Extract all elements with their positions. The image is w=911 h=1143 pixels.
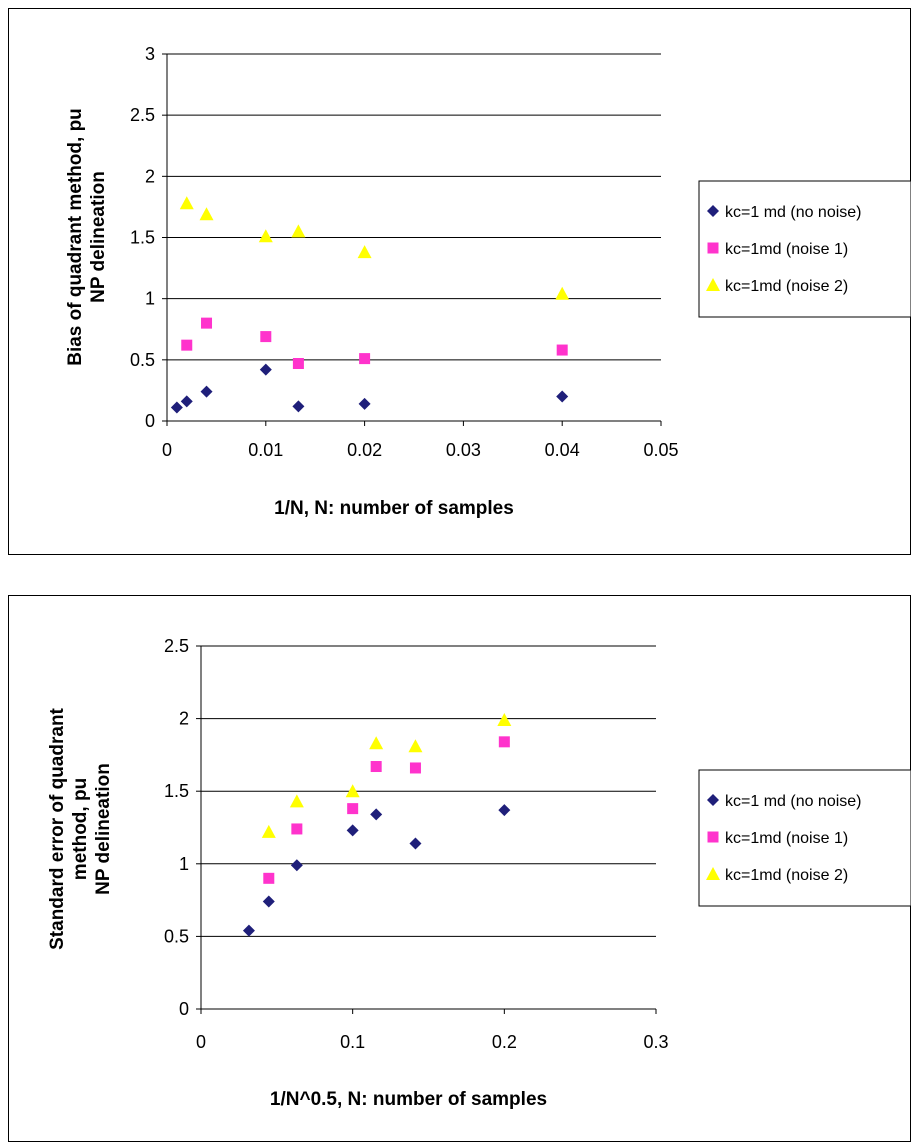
data-point-diamond	[346, 824, 359, 837]
data-point-diamond	[259, 363, 272, 376]
data-point-diamond	[409, 837, 422, 850]
data-point-triangle	[199, 207, 214, 221]
data-point-square	[181, 339, 193, 351]
legend-label: kc=1md (noise 1)	[725, 830, 848, 847]
legend-marker-square	[707, 242, 719, 254]
legend-marker-square	[707, 831, 719, 843]
data-point-diamond	[290, 859, 303, 872]
x-tick-label: 0.01	[248, 440, 283, 460]
standard-error-chart: 0 0.5 1 1.5 2 2.5 0 0.1 0.2 0.3 1/N^0.5, N: number…	[8, 595, 911, 1142]
x-tick-label: 0.04	[545, 440, 580, 460]
data-point-square	[292, 358, 304, 370]
x-axis-title: 1/N^0.5, N: number of samples	[270, 1089, 547, 1110]
x-tick-label: 0.05	[643, 440, 678, 460]
data-point-square	[359, 353, 371, 365]
y-tick-label: 1	[179, 854, 189, 874]
y-tick-label: 3	[145, 44, 155, 64]
legend-marker-diamond	[707, 205, 719, 217]
y-tick-label: 1.5	[130, 228, 155, 248]
y-tick-label: 0	[179, 999, 189, 1019]
y-axis-title: NP delineation	[88, 171, 109, 303]
data-point-diamond	[242, 924, 255, 937]
x-tick-label: 0.3	[643, 1032, 668, 1052]
y-tick-label: 2	[179, 709, 189, 729]
x-axis-title: 1/N, N: number of samples	[274, 498, 514, 519]
data-point-triangle	[408, 739, 423, 753]
x-tick-label: 0.03	[446, 440, 481, 460]
data-point-square	[201, 317, 213, 329]
legend-label: kc=1 md (no noise)	[725, 793, 862, 810]
y-tick-label: 0	[145, 411, 155, 431]
bias-chart: 0 0.5 1 1.5 2 2.5 3 0 0.01 0.02 0.03 0.04 0.05 1/N, N…	[8, 8, 911, 555]
data-point-diamond	[262, 895, 275, 908]
x-tick-label: 0.2	[492, 1032, 517, 1052]
y-axis-title: method, pu	[70, 778, 91, 880]
y-tick-label: 1.5	[164, 781, 189, 801]
data-point-triangle	[369, 736, 384, 750]
standard-error-chart-svg: 0 0.5 1 1.5 2 2.5 0 0.1 0.2 0.3 1/N^0.5, N: number…	[47, 636, 911, 1110]
legend-marker-triangle	[706, 278, 720, 291]
data-point-diamond	[556, 390, 569, 403]
data-point-square	[263, 872, 275, 884]
data-point-triangle	[289, 794, 304, 808]
data-point-diamond	[498, 804, 511, 817]
data-point-square	[556, 344, 568, 356]
legend-marker-diamond	[707, 794, 719, 806]
data-point-diamond	[180, 395, 193, 408]
legend-label: kc=1md (noise 1)	[725, 241, 848, 258]
legend-box	[698, 769, 911, 907]
y-axis-title: Standard error of quadrant	[47, 707, 68, 949]
legend-box	[698, 180, 911, 318]
y-axis-title: Bias of quadrant method, pu	[65, 108, 86, 366]
data-point-diamond	[358, 397, 371, 410]
y-tick-label: 2	[145, 166, 155, 186]
data-point-diamond	[200, 385, 213, 398]
data-point-triangle	[357, 245, 372, 259]
legend-label: kc=1 md (no noise)	[725, 204, 862, 221]
data-point-square	[370, 761, 382, 773]
y-tick-label: 0.5	[130, 350, 155, 370]
data-point-triangle	[179, 196, 194, 210]
data-point-square	[260, 331, 272, 343]
data-point-square	[409, 762, 421, 774]
data-point-triangle	[497, 713, 512, 727]
legend-label: kc=1md (noise 2)	[725, 867, 848, 884]
data-point-square	[347, 803, 359, 815]
bias-chart-svg: 0 0.5 1 1.5 2 2.5 3 0 0.01 0.02 0.03 0.04 0.05 1/N, N…	[65, 44, 911, 519]
data-point-triangle	[345, 784, 360, 798]
y-tick-label: 2.5	[164, 636, 189, 656]
y-axis-title: NP delineation	[93, 763, 114, 895]
y-tick-label: 2.5	[130, 105, 155, 125]
x-tick-label: 0	[162, 440, 172, 460]
x-tick-label: 0.1	[340, 1032, 365, 1052]
legend-marker-triangle	[706, 867, 720, 880]
y-tick-label: 0.5	[164, 926, 189, 946]
x-tick-label: 0.02	[347, 440, 382, 460]
data-point-diamond	[170, 401, 183, 414]
data-point-diamond	[292, 400, 305, 413]
data-point-triangle	[291, 224, 306, 238]
x-tick-label: 0	[196, 1032, 206, 1052]
data-point-diamond	[370, 808, 383, 821]
data-point-square	[291, 823, 303, 835]
data-point-triangle	[261, 824, 276, 838]
data-point-square	[498, 736, 510, 748]
data-point-triangle	[258, 229, 273, 243]
y-tick-label: 1	[145, 289, 155, 309]
legend-label: kc=1md (noise 2)	[725, 278, 848, 295]
data-point-triangle	[555, 286, 570, 300]
